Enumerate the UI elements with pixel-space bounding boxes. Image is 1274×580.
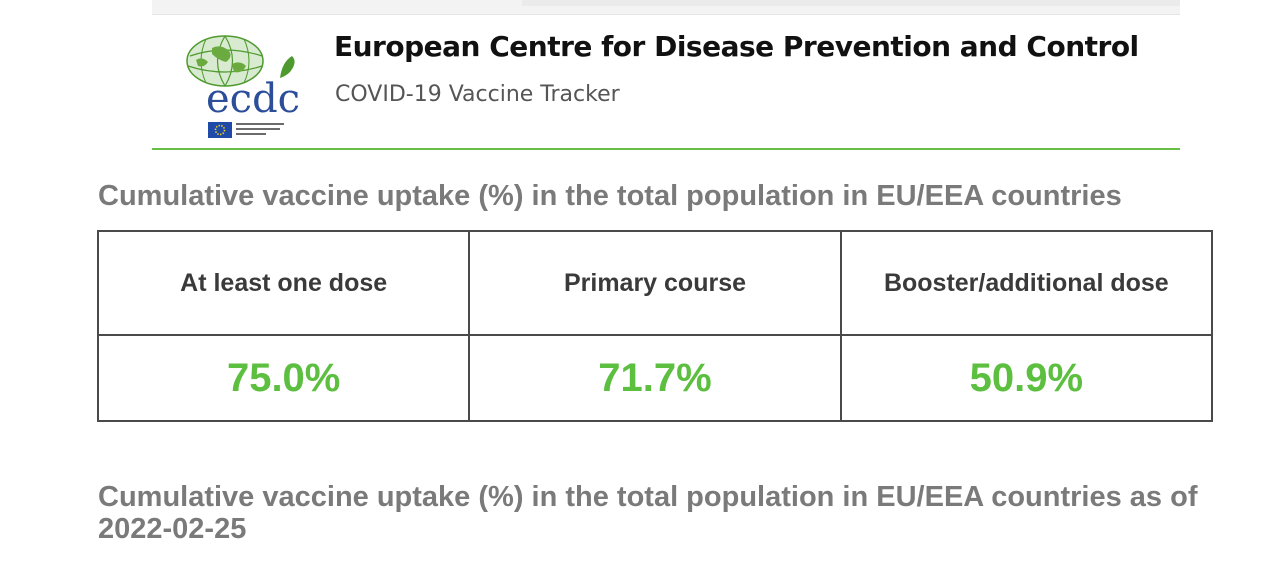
logo-wordmark: ecdc (206, 76, 300, 122)
value-booster-dose: 50.9% (839, 334, 1214, 422)
value-primary-course: 71.7% (468, 334, 842, 422)
chart-section-title: Cumulative vaccine uptake (%) in the tot… (98, 481, 1198, 545)
ecdc-logo-graphic: ecdc (186, 35, 300, 138)
site-header: ecdc European Centre for Disease Prevent… (152, 18, 1180, 150)
browser-top-strip (152, 0, 1180, 15)
uptake-summary-table: At least one dose Primary course Booster… (96, 230, 1214, 422)
table-value-row: 75.0% 71.7% 50.9% (96, 334, 1214, 422)
page-subtitle: COVID-19 Vaccine Tracker (335, 82, 620, 107)
organization-name: European Centre for Disease Prevention a… (334, 30, 1139, 63)
ecdc-logo[interactable]: ecdc (182, 26, 312, 138)
eu-flag-icon (208, 122, 232, 138)
table-header-row: At least one dose Primary course Booster… (96, 230, 1214, 336)
column-header-booster-dose: Booster/additional dose (839, 230, 1214, 336)
value-at-least-one-dose: 75.0% (96, 334, 471, 422)
top-strip-bar (522, 0, 1180, 6)
column-header-primary-course: Primary course (468, 230, 842, 336)
globe-icon (186, 35, 264, 87)
sprout-icon (280, 56, 295, 78)
column-header-at-least-one-dose: At least one dose (96, 230, 471, 336)
summary-title: Cumulative vaccine uptake (%) in the tot… (98, 180, 1122, 212)
